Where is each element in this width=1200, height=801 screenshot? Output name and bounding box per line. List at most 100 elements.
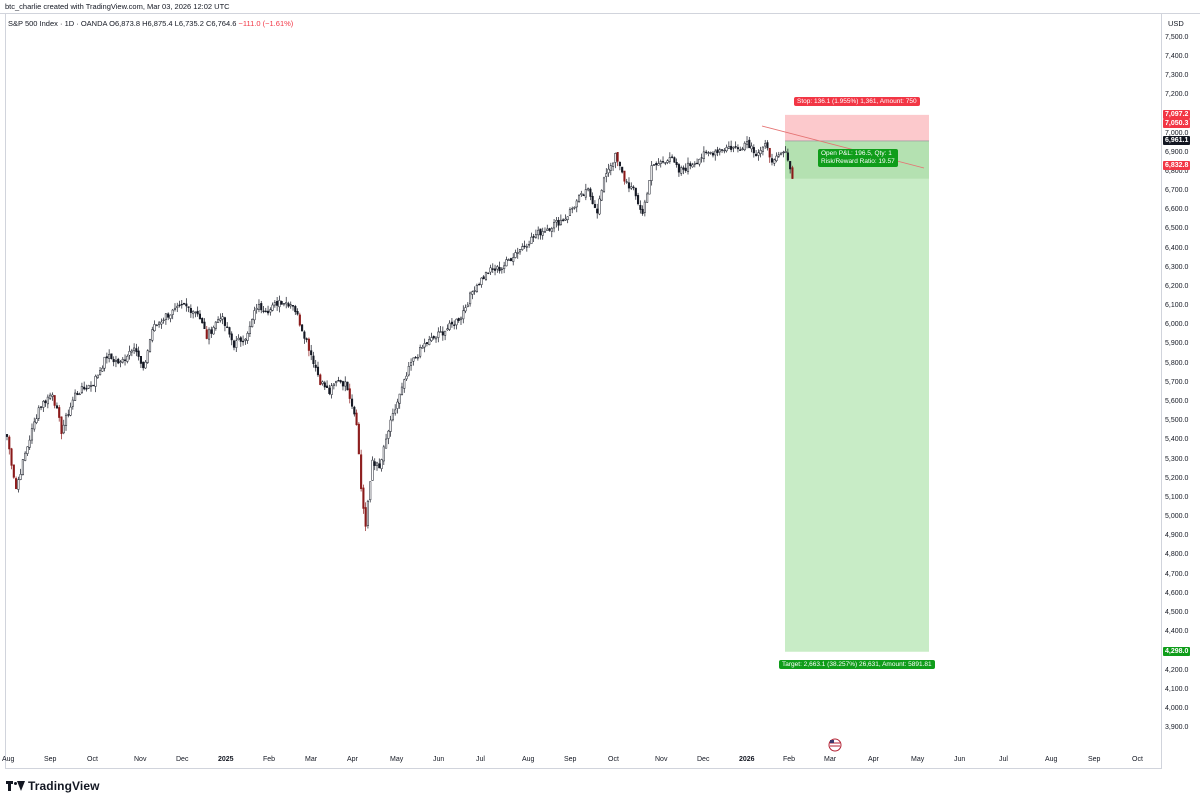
candle bbox=[598, 198, 601, 215]
time-axis-label: Dec bbox=[176, 756, 189, 763]
stop-zone bbox=[785, 114, 929, 141]
candle bbox=[101, 367, 104, 372]
candle bbox=[641, 208, 644, 214]
candle bbox=[121, 359, 124, 363]
candle bbox=[360, 454, 363, 490]
price-axis-label: 4,600.0 bbox=[1165, 589, 1189, 597]
candle bbox=[494, 268, 497, 271]
candle bbox=[725, 147, 728, 152]
candle bbox=[307, 338, 310, 351]
candle bbox=[339, 380, 342, 383]
target-zone bbox=[785, 140, 929, 652]
candle bbox=[353, 406, 356, 415]
price-axis-label: 6,500.0 bbox=[1165, 225, 1189, 233]
candle bbox=[62, 424, 65, 434]
candle bbox=[280, 301, 283, 305]
candle bbox=[589, 188, 592, 197]
candle bbox=[573, 206, 576, 209]
candle bbox=[478, 283, 481, 286]
candle bbox=[378, 463, 381, 469]
candle bbox=[226, 326, 229, 328]
candle bbox=[114, 360, 118, 362]
candle bbox=[235, 340, 238, 348]
candle bbox=[207, 329, 211, 340]
candle bbox=[49, 394, 52, 399]
time-axis-label: Sep bbox=[564, 756, 577, 763]
candle bbox=[525, 246, 528, 248]
candle bbox=[475, 284, 478, 292]
symbol-title[interactable]: S&P 500 Index · 1D · OANDA bbox=[8, 19, 108, 28]
candle bbox=[593, 203, 596, 208]
candle bbox=[344, 381, 347, 387]
candle bbox=[632, 186, 635, 189]
candle bbox=[348, 388, 351, 399]
candle bbox=[80, 386, 83, 393]
candle bbox=[223, 317, 226, 326]
candle bbox=[643, 201, 646, 213]
candle bbox=[303, 331, 306, 339]
candle bbox=[89, 385, 93, 388]
candle bbox=[459, 317, 463, 321]
time-axis-label: Feb bbox=[263, 756, 276, 763]
candle bbox=[294, 306, 297, 313]
candle bbox=[198, 313, 201, 320]
time-axis-label: Nov bbox=[134, 756, 147, 763]
candle bbox=[269, 309, 272, 313]
candle bbox=[385, 438, 388, 449]
open-pl-label[interactable]: Open P&L: 196.5, Qty: 1 Risk/Reward Rati… bbox=[818, 148, 898, 167]
candle bbox=[85, 388, 88, 390]
candle bbox=[301, 324, 304, 332]
candle bbox=[15, 478, 18, 490]
candle bbox=[696, 162, 699, 165]
time-axis-label: Oct bbox=[608, 756, 619, 763]
candle bbox=[291, 305, 295, 307]
candle bbox=[364, 507, 367, 527]
candle bbox=[686, 162, 690, 172]
candle bbox=[441, 331, 444, 336]
candle bbox=[244, 338, 247, 341]
candle bbox=[580, 193, 583, 195]
candle bbox=[584, 189, 587, 198]
candle bbox=[330, 385, 333, 395]
candle bbox=[92, 384, 95, 387]
legend-close: C6,764.6 bbox=[205, 19, 237, 28]
candle bbox=[19, 474, 22, 480]
candle bbox=[471, 291, 474, 295]
stop-label[interactable]: Stop: 136.1 (1.955%) 1,361, Amount: 750 bbox=[794, 96, 920, 106]
candle bbox=[582, 194, 585, 197]
candle bbox=[110, 353, 113, 360]
risk-reward-text: Risk/Reward Ratio: 19.57 bbox=[821, 157, 895, 165]
candle bbox=[239, 337, 242, 342]
candle bbox=[566, 216, 569, 220]
candle bbox=[416, 357, 419, 359]
candle bbox=[432, 335, 435, 339]
candle bbox=[730, 145, 733, 150]
candle bbox=[530, 236, 533, 244]
candle bbox=[246, 333, 249, 341]
candle bbox=[714, 150, 717, 156]
candle bbox=[702, 151, 705, 159]
candle bbox=[251, 319, 254, 328]
time-axis-label: Mar bbox=[824, 756, 837, 763]
candle bbox=[782, 151, 785, 154]
tradingview-logo[interactable]: TradingView bbox=[6, 779, 100, 793]
price-axis-label: 5,700.0 bbox=[1165, 378, 1189, 386]
price-axis-label: 6,100.0 bbox=[1165, 302, 1189, 310]
candle bbox=[666, 160, 669, 163]
candle bbox=[759, 150, 762, 154]
time-axis-label: Nov bbox=[655, 756, 668, 763]
candle bbox=[271, 304, 274, 311]
candle bbox=[425, 342, 428, 344]
candle bbox=[171, 309, 174, 315]
candle bbox=[178, 304, 181, 307]
candle bbox=[389, 419, 392, 432]
candle bbox=[616, 152, 619, 162]
candle bbox=[298, 314, 301, 326]
target-label[interactable]: Target: 2,663.1 (38.257%) 26,631, Amount… bbox=[779, 659, 935, 669]
price-axis-label: 5,100.0 bbox=[1165, 493, 1189, 501]
candle bbox=[637, 195, 640, 205]
candle bbox=[74, 392, 77, 401]
price-axis-label: 5,500.0 bbox=[1165, 417, 1189, 425]
candle bbox=[675, 162, 678, 166]
